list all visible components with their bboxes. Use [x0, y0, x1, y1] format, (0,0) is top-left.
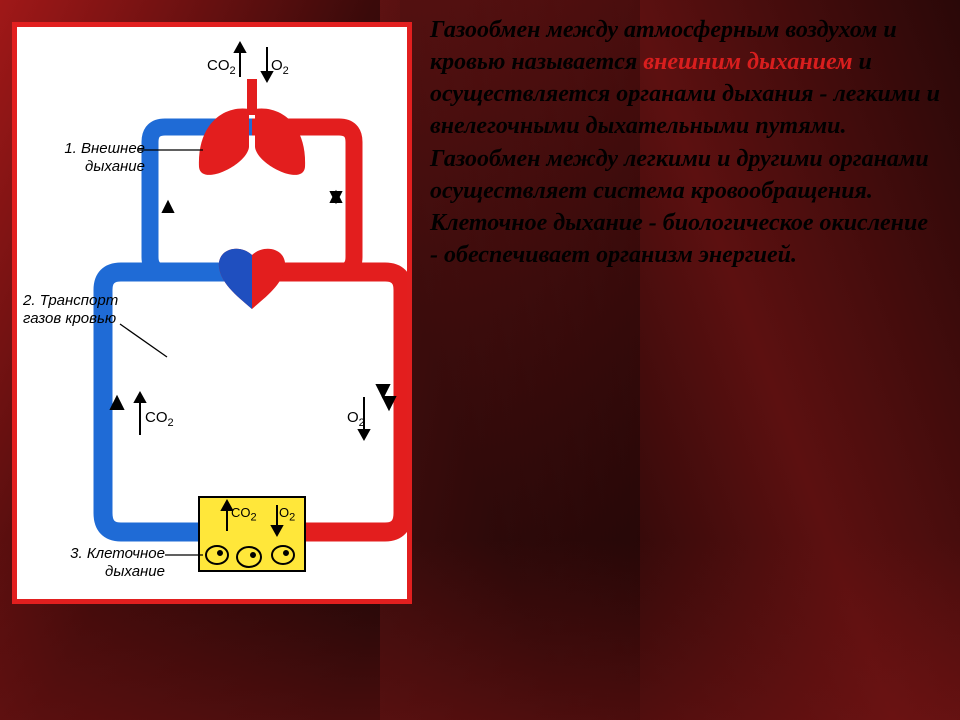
label-top-co2: CO2	[207, 57, 236, 77]
label-bot-co2: CO2	[231, 505, 257, 524]
annotation-leaders	[120, 150, 203, 555]
label-mid-co2: CO2	[145, 409, 174, 429]
label-top-o2: O2	[271, 57, 289, 77]
para2: Газообмен между легкими и другими органа…	[430, 146, 929, 204]
heart-icon	[219, 249, 285, 309]
label-mid-o2: O2	[347, 409, 365, 429]
explanation-text: Газообмен между атмосферным воздухом и к…	[430, 14, 940, 271]
label-bot-o2: O2	[279, 505, 295, 524]
annotation-3: 3. Клеточное дыхание	[25, 545, 165, 581]
term-external-breathing: внешним дыханием	[643, 49, 852, 75]
systemic-loop-red	[252, 272, 403, 532]
annotation-1: 1. Внешнее дыхание	[25, 140, 145, 176]
top-gas-arrows	[235, 43, 272, 81]
annotation-2: 2. Транспорт газов кровью	[23, 292, 133, 328]
diagram-panel: 1. Внешнее дыхание 2. Транспорт газов кр…	[12, 22, 412, 604]
slide: Газообмен между атмосферным воздухом и к…	[0, 0, 960, 720]
para3: Клеточное дыхание - биологическое окисле…	[430, 210, 928, 268]
